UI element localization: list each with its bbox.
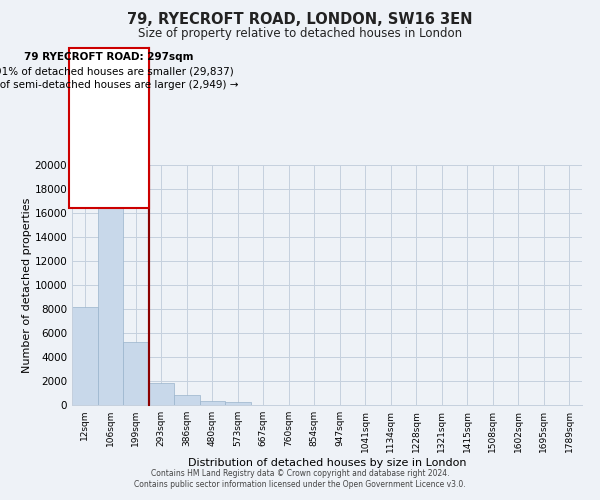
Y-axis label: Number of detached properties: Number of detached properties xyxy=(22,198,32,372)
Bar xyxy=(174,395,199,405)
Bar xyxy=(149,384,174,405)
Text: Contains public sector information licensed under the Open Government Licence v3: Contains public sector information licen… xyxy=(134,480,466,489)
Bar xyxy=(225,402,251,405)
Bar xyxy=(97,207,123,405)
Text: 79 RYECROFT ROAD: 297sqm: 79 RYECROFT ROAD: 297sqm xyxy=(24,52,193,62)
X-axis label: Distribution of detached houses by size in London: Distribution of detached houses by size … xyxy=(188,458,466,468)
Bar xyxy=(199,402,225,405)
Text: Size of property relative to detached houses in London: Size of property relative to detached ho… xyxy=(138,28,462,40)
Text: 79, RYECROFT ROAD, LONDON, SW16 3EN: 79, RYECROFT ROAD, LONDON, SW16 3EN xyxy=(127,12,473,28)
Bar xyxy=(123,342,149,405)
Text: Contains HM Land Registry data © Crown copyright and database right 2024.: Contains HM Land Registry data © Crown c… xyxy=(151,468,449,477)
Text: 9% of semi-detached houses are larger (2,949) →: 9% of semi-detached houses are larger (2… xyxy=(0,80,238,90)
Text: ← 91% of detached houses are smaller (29,837): ← 91% of detached houses are smaller (29… xyxy=(0,66,234,76)
Bar xyxy=(72,307,97,405)
